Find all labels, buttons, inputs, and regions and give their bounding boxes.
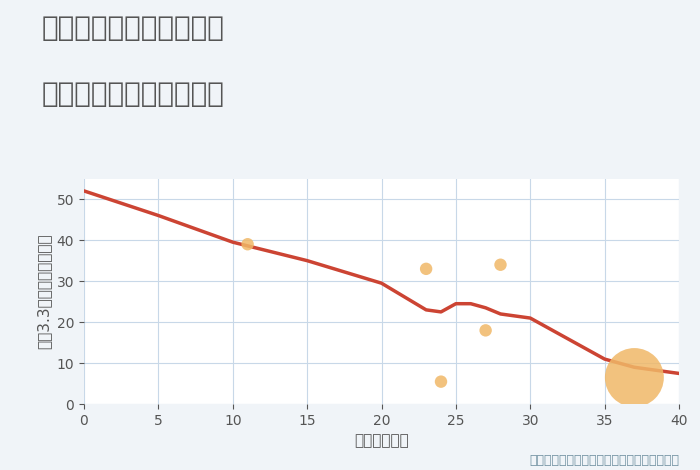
Text: 築年数別中古戸建て価格: 築年数別中古戸建て価格 [42, 80, 225, 108]
Point [242, 241, 253, 248]
X-axis label: 築年数（年）: 築年数（年） [354, 433, 409, 448]
Text: 円の大きさは、取引のあった物件面積を示す: 円の大きさは、取引のあった物件面積を示す [529, 454, 679, 467]
Point [435, 378, 447, 385]
Point [421, 265, 432, 273]
Point [495, 261, 506, 268]
Text: 三重県津市安濃町内多の: 三重県津市安濃町内多の [42, 14, 225, 42]
Y-axis label: 坪（3.3㎡）単価（万円）: 坪（3.3㎡）単価（万円） [36, 234, 51, 349]
Point [480, 327, 491, 334]
Point [629, 374, 640, 381]
